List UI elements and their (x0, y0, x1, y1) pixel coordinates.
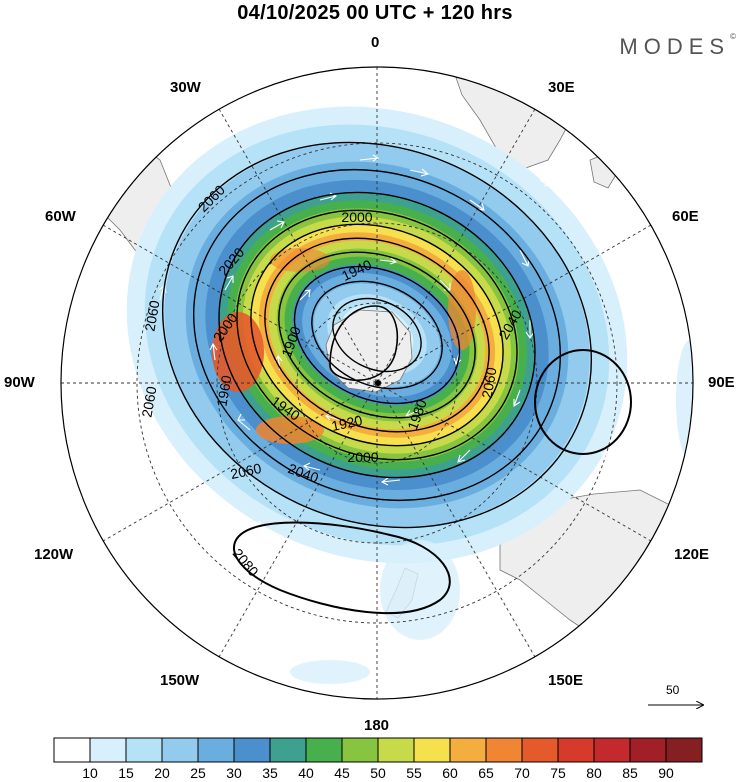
lon-label-30w: 30W (170, 79, 201, 96)
colorbar-tick-label: 60 (442, 765, 458, 781)
contour-label: 2060 (141, 299, 162, 333)
colorbar-swatch (161, 737, 199, 763)
contour-label: 2000 (347, 449, 378, 465)
colorbar-swatch (377, 737, 415, 763)
lon-label-30e: 30E (548, 79, 575, 96)
colorbar-swatch (53, 737, 91, 763)
colorbar-tick-label: 85 (622, 765, 638, 781)
colorbar-swatch (125, 737, 163, 763)
colorbar-swatch (593, 737, 631, 763)
colorbar-swatch (269, 737, 307, 763)
brand-logo: MODES© (619, 32, 736, 60)
map-border (60, 66, 694, 700)
colorbar-tick-label: 45 (334, 765, 350, 781)
colorbar-swatch (521, 737, 559, 763)
colorbar-swatch (485, 737, 523, 763)
colorbar-swatch (197, 737, 235, 763)
contour-label: 2060 (478, 366, 499, 400)
colorbar-tick-label: 40 (298, 765, 314, 781)
colorbar-tick-label: 55 (406, 765, 422, 781)
lon-label-0: 0 (371, 34, 380, 51)
height-contours (161, 141, 632, 615)
lon-label-180: 180 (364, 717, 390, 734)
contour-label: 2060 (138, 385, 159, 419)
colorbar-tick-label: 30 (226, 765, 242, 781)
colorbar-tick-label: 50 (370, 765, 386, 781)
colorbar-swatch (341, 737, 379, 763)
colorbar-swatch (629, 737, 667, 763)
colorbar-swatch (665, 737, 703, 763)
colorbar-tick-label: 75 (550, 765, 566, 781)
colorbar-tick-label: 20 (154, 765, 170, 781)
colorbar-swatch (413, 737, 451, 763)
colorbar-tick-label: 65 (478, 765, 494, 781)
colorbar-tick-label: 15 (118, 765, 134, 781)
lon-label-60w: 60W (45, 208, 76, 225)
colorbar-tick-label: 90 (658, 765, 674, 781)
lon-label-120e: 120E (674, 546, 710, 563)
colorbar-swatch (233, 737, 271, 763)
colorbar-tick-label: 35 (262, 765, 278, 781)
colorbar-swatch (89, 737, 127, 763)
contour-label: 1960 (213, 374, 234, 408)
brand-mark: © (730, 32, 736, 41)
colorbar-swatch (557, 737, 595, 763)
colorbar-swatch (449, 737, 487, 763)
lon-label-90w: 90W (4, 374, 35, 391)
colorbar (53, 737, 703, 763)
colorbar-tick-label: 80 (586, 765, 602, 781)
map-title: 04/10/2025 00 UTC + 120 hrs (237, 2, 513, 24)
lon-label-60e: 60E (672, 208, 699, 225)
lon-label-90e: 90E (708, 374, 735, 391)
contour-label: 2000 (341, 209, 372, 225)
contour-label: 2060 (229, 460, 263, 482)
reference-vector-label: 50 (666, 683, 680, 697)
lon-label-150w: 150W (160, 672, 200, 689)
colorbar-tick-label: 10 (82, 765, 98, 781)
contour-label: 1920 (330, 412, 364, 434)
lon-label-150e: 150E (548, 672, 584, 689)
colorbar-tick-label: 70 (514, 765, 530, 781)
brand-text: MODES (619, 34, 731, 59)
lon-label-120w: 120W (34, 546, 74, 563)
colorbar-swatch (305, 737, 343, 763)
graticule (61, 67, 693, 699)
colorbar-tick-label: 25 (190, 765, 206, 781)
